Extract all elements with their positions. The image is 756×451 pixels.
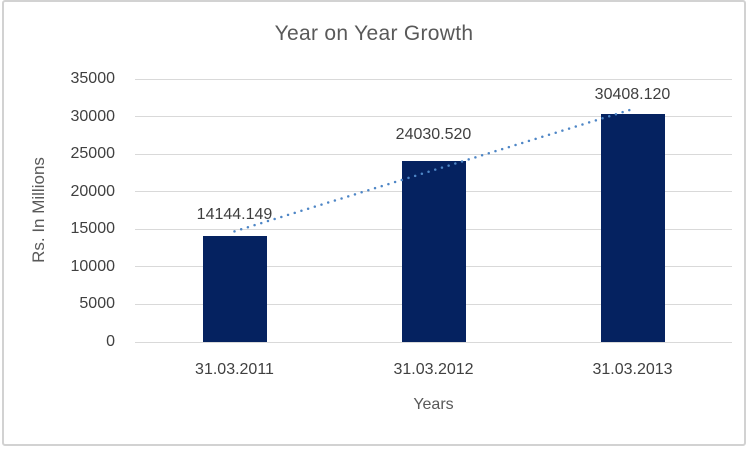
y-tick-label: 25000 bbox=[70, 145, 116, 163]
y-tick-label: 5000 bbox=[79, 295, 115, 313]
y-tick-label: 35000 bbox=[70, 70, 116, 87]
category-label: 31.03.2011 bbox=[195, 361, 274, 378]
category-label: 31.03.2012 bbox=[393, 361, 474, 378]
y-tick-label: 20000 bbox=[70, 182, 116, 200]
category-label: 31.03.2013 bbox=[592, 361, 673, 378]
bar bbox=[600, 113, 665, 342]
y-gridline bbox=[135, 341, 732, 343]
y-tick-label: 0 bbox=[106, 333, 115, 350]
y-tick-label: 30000 bbox=[70, 107, 116, 125]
bar bbox=[401, 161, 466, 342]
y-gridline bbox=[135, 78, 732, 80]
bar bbox=[202, 235, 267, 342]
chart-title: Year on Year Growth bbox=[274, 22, 474, 45]
data-label: 30408.120 bbox=[594, 85, 671, 103]
y-axis-title-text: Rs. In Millions bbox=[29, 157, 48, 263]
y-tick-label: 15000 bbox=[70, 220, 116, 238]
data-label: 24030.520 bbox=[395, 126, 472, 144]
data-label: 14144.149 bbox=[196, 205, 273, 223]
x-axis-title: Years bbox=[413, 396, 454, 413]
y-tick-label: 10000 bbox=[70, 257, 116, 275]
